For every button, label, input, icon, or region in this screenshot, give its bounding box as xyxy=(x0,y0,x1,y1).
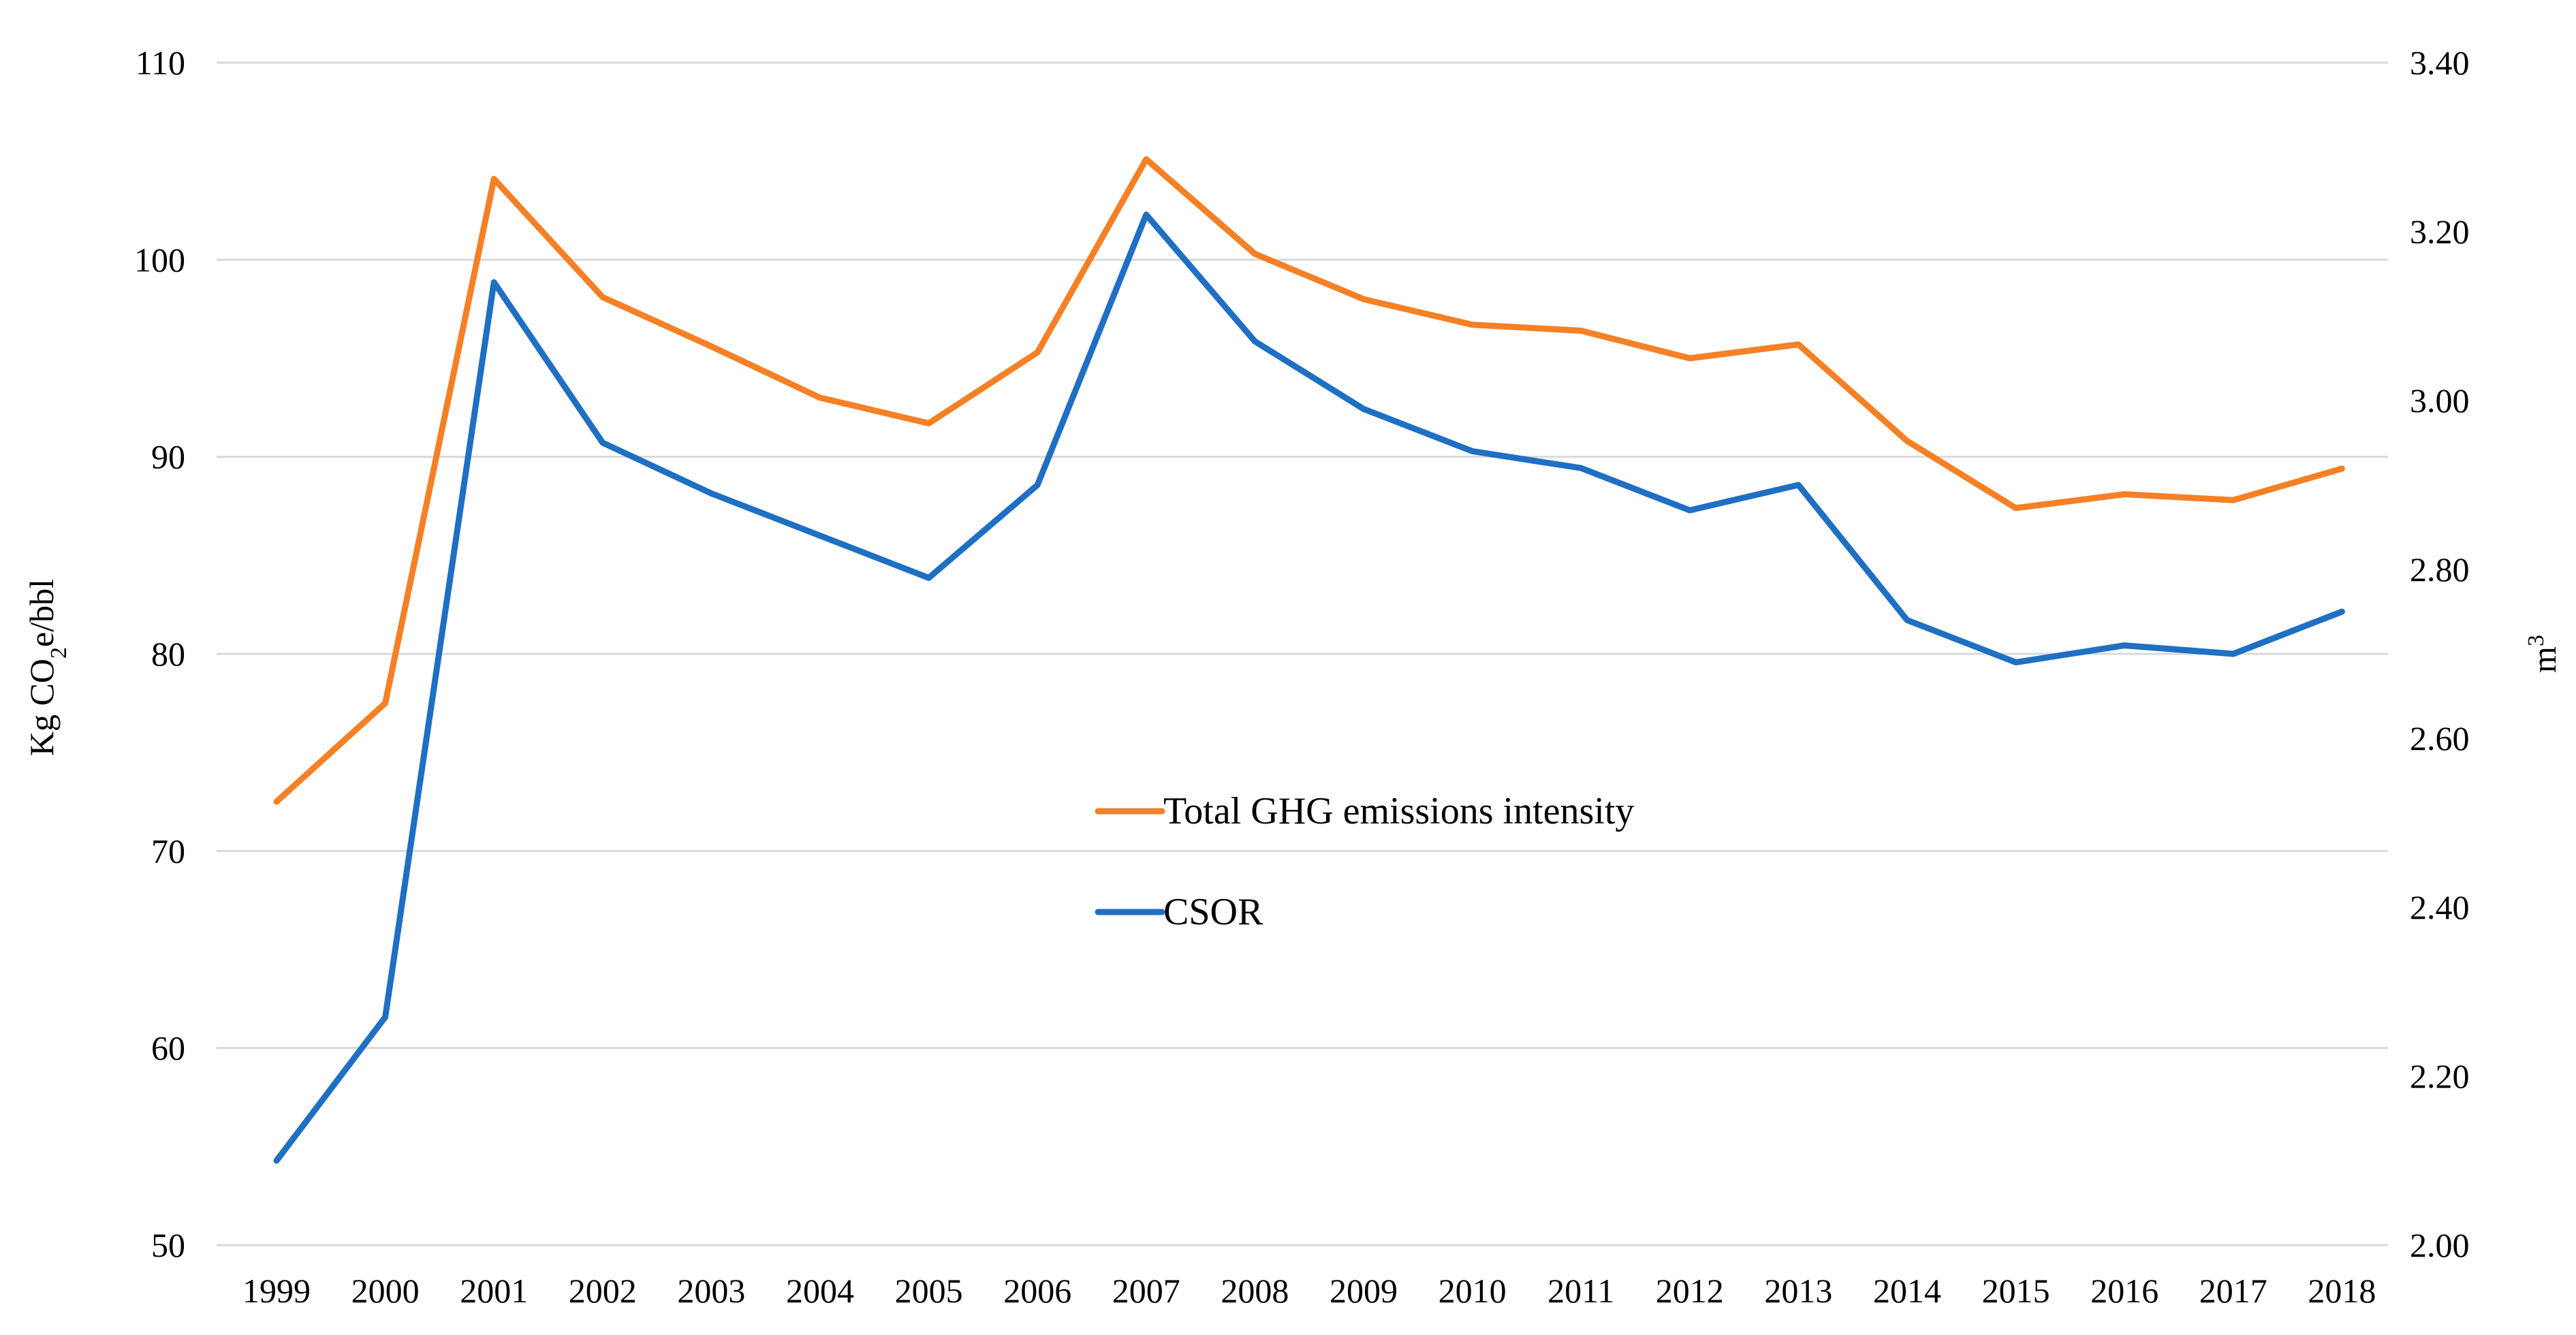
data-point-ghg-2004 xyxy=(815,393,825,403)
right-y-tick-label: 3.20 xyxy=(2410,213,2470,251)
x-tick-label: 2008 xyxy=(1221,1272,1289,1310)
data-point-ghg-2012 xyxy=(1685,354,1695,363)
left-y-axis-title-prefix: Kg CO xyxy=(22,659,61,756)
left-y-axis-title-subscript: 2 xyxy=(46,647,72,659)
x-tick-label: 2002 xyxy=(569,1272,637,1310)
x-tick-label: 2006 xyxy=(1003,1272,1071,1310)
left-y-tick-label: 110 xyxy=(136,44,185,82)
x-tick-label: 2009 xyxy=(1330,1272,1398,1310)
right-y-axis-title-base: m xyxy=(2525,646,2563,673)
data-point-ghg-2011 xyxy=(1576,326,1586,336)
x-tick-label: 2018 xyxy=(2308,1272,2376,1310)
left-y-tick-label: 70 xyxy=(151,832,185,870)
data-point-ghg-2005 xyxy=(924,419,934,428)
data-point-csor-2011 xyxy=(1576,463,1586,473)
left-y-axis-ticks: 50 60 70 80 90 100 110 xyxy=(134,44,185,1264)
right-y-tick-label: 2.00 xyxy=(2410,1226,2470,1264)
data-point-csor-2005 xyxy=(924,573,934,582)
legend-label-csor: CSOR xyxy=(1163,891,1263,933)
data-point-csor-2000 xyxy=(381,1012,390,1022)
left-y-tick-label: 80 xyxy=(151,635,185,673)
data-point-csor-2012 xyxy=(1685,505,1695,515)
data-point-ghg-2016 xyxy=(2120,490,2129,499)
data-point-ghg-2013 xyxy=(1793,340,1803,349)
right-y-tick-label: 3.00 xyxy=(2410,381,2470,420)
series-line-total-ghg-emissions-intensity xyxy=(273,156,2345,805)
right-y-tick-label: 2.20 xyxy=(2410,1057,2470,1095)
data-point-csor-2006 xyxy=(1033,480,1042,490)
x-tick-label: 2011 xyxy=(1548,1272,1614,1310)
data-point-ghg-2000 xyxy=(381,698,390,708)
data-point-ghg-2001 xyxy=(489,174,499,184)
data-point-csor-1999 xyxy=(272,1156,281,1165)
left-y-tick-label: 50 xyxy=(151,1226,185,1264)
series-line-csor xyxy=(273,211,2345,1164)
x-tick-label: 2016 xyxy=(2090,1272,2158,1310)
data-point-ghg-2002 xyxy=(598,292,608,302)
x-tick-label: 2012 xyxy=(1656,1272,1724,1310)
legend: Total GHG emissions intensity CSOR xyxy=(1095,790,1634,933)
x-tick-label: 2013 xyxy=(1764,1272,1832,1310)
left-y-tick-label: 90 xyxy=(151,438,185,476)
x-tick-label: 2010 xyxy=(1439,1272,1507,1310)
data-point-csor-2015 xyxy=(2011,657,2021,667)
right-y-tick-label: 3.40 xyxy=(2410,44,2470,82)
data-point-ghg-2003 xyxy=(706,342,716,351)
left-y-axis-title: Kg CO2e/bbl xyxy=(22,579,72,756)
data-point-csor-2018 xyxy=(2337,607,2346,616)
left-y-tick-label: 100 xyxy=(134,240,185,279)
data-point-ghg-2018 xyxy=(2337,464,2346,473)
series-points-total-ghg-emissions-intensity xyxy=(272,155,2346,806)
right-y-tick-label: 2.80 xyxy=(2410,550,2470,588)
left-y-tick-label: 60 xyxy=(151,1029,185,1067)
plot-series xyxy=(272,155,2346,1165)
data-point-csor-2016 xyxy=(2120,641,2129,650)
x-tick-label: 2000 xyxy=(351,1272,420,1310)
data-point-csor-2007 xyxy=(1142,210,1151,219)
x-tick-label: 2014 xyxy=(1873,1272,1941,1310)
data-point-csor-2017 xyxy=(2229,649,2238,659)
data-point-csor-2001 xyxy=(489,277,499,287)
data-point-ghg-2006 xyxy=(1033,347,1042,357)
right-y-axis-ticks: 2.00 2.20 2.40 2.60 2.80 3.00 3.20 3.40 xyxy=(2410,44,2470,1264)
data-point-ghg-2014 xyxy=(1902,437,1912,446)
x-tick-label: 2017 xyxy=(2199,1272,2267,1310)
x-tick-label: 2015 xyxy=(1982,1272,2050,1310)
right-y-tick-label: 2.40 xyxy=(2410,888,2470,926)
right-y-tick-label: 2.60 xyxy=(2410,719,2470,757)
data-point-csor-2009 xyxy=(1359,404,1368,413)
x-tick-label: 2004 xyxy=(786,1272,854,1310)
x-tick-label: 2007 xyxy=(1112,1272,1180,1310)
x-axis-ticks: 1999 2000 2001 2002 2003 2004 2005 2006 2007 2008… xyxy=(242,1272,2376,1310)
data-point-ghg-2009 xyxy=(1359,294,1368,304)
x-tick-label: 1999 xyxy=(242,1272,311,1310)
data-point-ghg-2015 xyxy=(2011,503,2021,513)
x-tick-label: 2005 xyxy=(895,1272,963,1310)
gridlines xyxy=(217,61,2388,1246)
x-tick-label: 2003 xyxy=(677,1272,745,1310)
right-y-axis-title-superscript: 3 xyxy=(2524,635,2549,646)
data-point-csor-2014 xyxy=(1902,615,1912,625)
data-point-ghg-2010 xyxy=(1468,320,1477,330)
data-point-csor-2002 xyxy=(598,438,608,447)
data-point-csor-2013 xyxy=(1793,480,1803,490)
data-point-ghg-2007 xyxy=(1142,155,1151,164)
data-point-ghg-2008 xyxy=(1250,249,1259,259)
left-y-axis-title-suffix: e/bbl xyxy=(22,579,61,647)
data-point-csor-2010 xyxy=(1468,446,1477,456)
x-tick-label: 2001 xyxy=(460,1272,528,1310)
series-points-csor xyxy=(272,210,2346,1165)
data-point-csor-2003 xyxy=(706,488,716,498)
legend-label-total-ghg-emissions-intensity: Total GHG emissions intensity xyxy=(1163,790,1634,832)
right-y-axis-title: m3 xyxy=(2524,635,2564,673)
data-point-ghg-1999 xyxy=(272,797,281,806)
data-point-csor-2008 xyxy=(1250,336,1259,346)
data-point-ghg-2017 xyxy=(2229,495,2238,505)
data-point-csor-2004 xyxy=(815,531,825,540)
